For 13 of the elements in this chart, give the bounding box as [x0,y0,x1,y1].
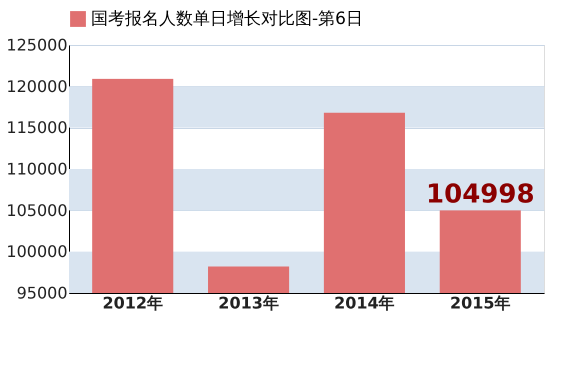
y-tick-label: 95000 [16,284,68,302]
x-tick-label: 2012年 [102,294,163,312]
y-tick-label: 105000 [6,200,68,220]
y-tick-label: 110000 [6,160,68,178]
y-tick-label: 115000 [6,118,68,138]
x-tick-label: 2013年 [218,294,279,312]
data-label: 104998 [426,179,535,210]
legend-label: 国考报名人数单日增长对比图-第6日 [91,9,363,29]
x-tick-label: 2015年 [450,294,511,312]
y-tick-label: 100000 [6,242,68,262]
y-tick-label: 120000 [6,76,68,96]
x-tick-label: 2014年 [334,294,395,312]
y-tick-label: 125000 [6,36,68,54]
